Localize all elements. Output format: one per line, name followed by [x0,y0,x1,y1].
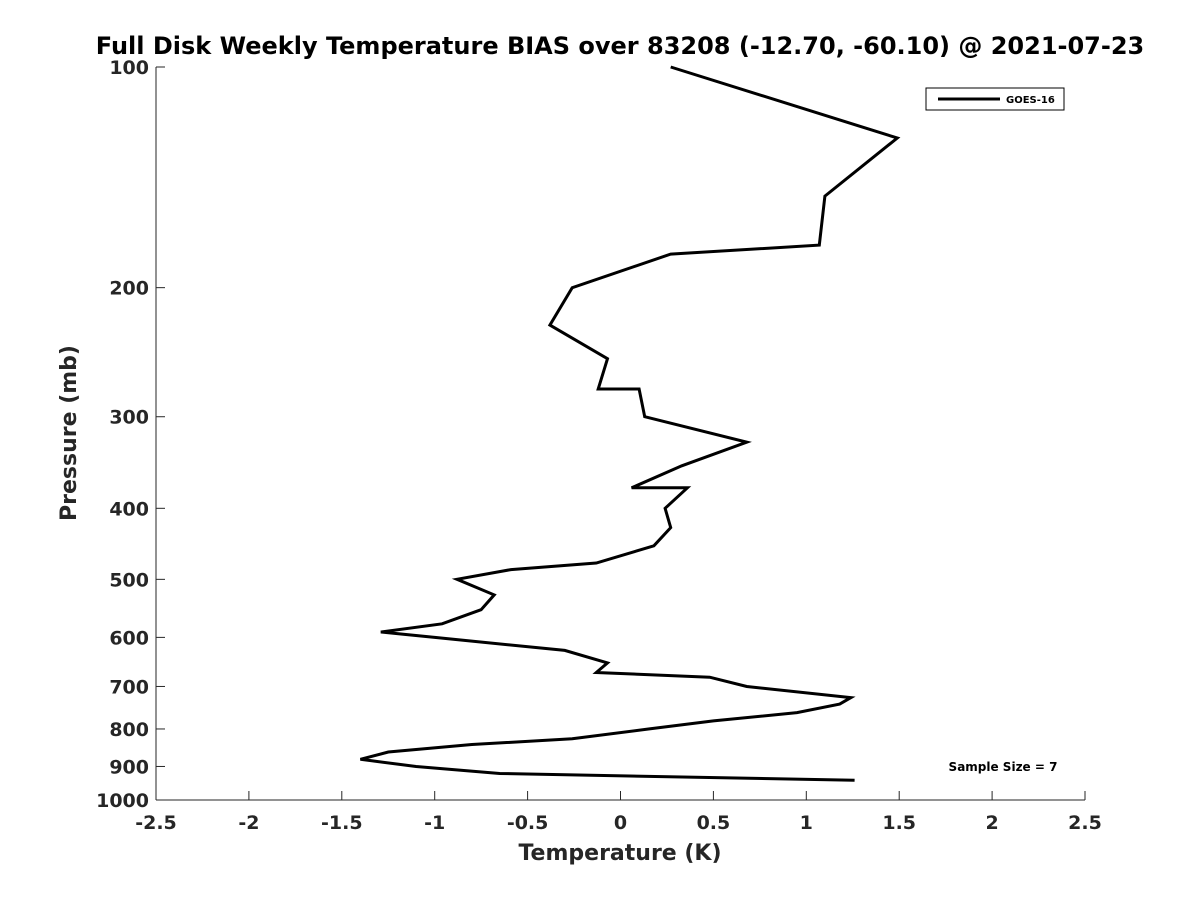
x-tick-label: 2.5 [1068,812,1102,834]
series-line-goes-16 [360,65,901,782]
y-axis-ticks: 100 200 300 400 500 600 700 800 900 1000 [96,57,165,812]
chart-title: Full Disk Weekly Temperature BIAS over 8… [96,32,1144,60]
x-axis-ticks: -2.5 -2 -1.5 -1 -0.5 0 0.5 1 1.5 2 2.5 [135,791,1102,834]
x-tick-label: 1 [800,812,813,834]
plot-area [155,67,1085,801]
y-tick-label: 200 [109,278,149,300]
x-tick-label: 1.5 [882,812,916,834]
y-tick-label: 600 [109,627,149,649]
y-tick-label: 400 [109,498,149,520]
y-tick-label: 700 [109,676,149,698]
y-tick-label: 900 [109,756,149,778]
x-tick-label: -1 [424,812,445,834]
y-axis-label: Pressure (mb) [57,345,82,521]
x-tick-label: -0.5 [507,812,549,834]
y-tick-label: 800 [109,719,149,741]
legend: GOES-16 [925,87,1065,111]
series-layer [360,65,901,782]
y-tick-label: 1000 [96,790,149,812]
x-tick-label: -2.5 [135,812,177,834]
y-tick-label: 100 [109,57,149,79]
x-tick-label: 0 [614,812,627,834]
x-tick-label: 2 [985,812,998,834]
x-tick-label: -1.5 [321,812,363,834]
y-tick-label: 300 [109,407,149,429]
x-tick-label: -2 [238,812,259,834]
legend-label-goes-16: GOES-16 [1006,95,1055,106]
x-axis-label: Temperature (K) [518,841,721,866]
x-tick-label: 0.5 [697,812,731,834]
sample-size-annotation: Sample Size = 7 [949,760,1058,774]
y-tick-label: 500 [109,569,149,591]
